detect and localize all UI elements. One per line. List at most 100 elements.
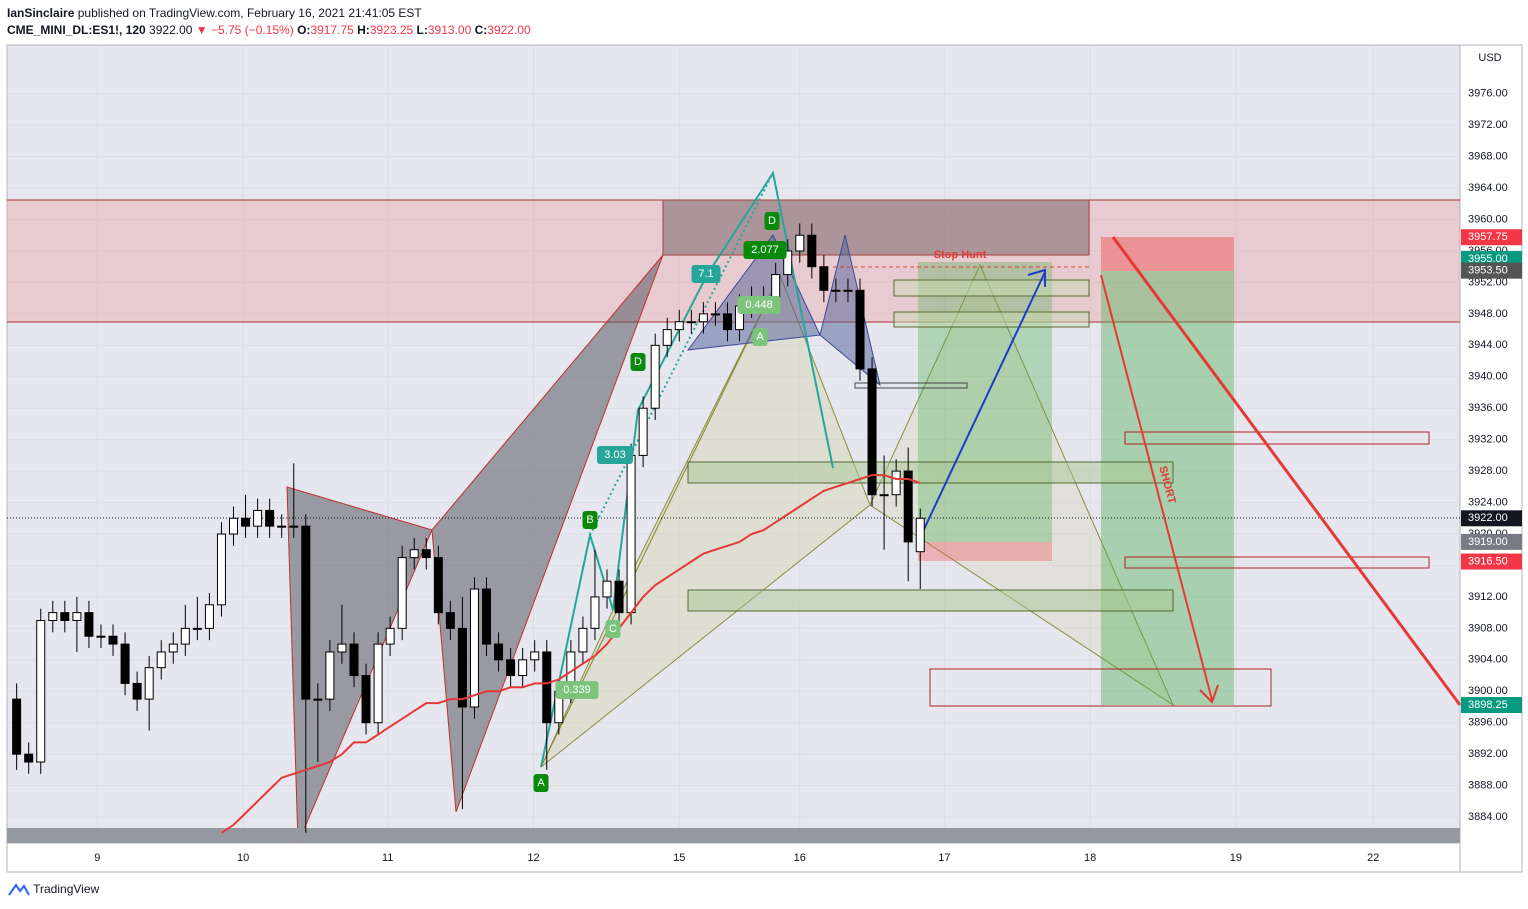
candle-body	[903, 470, 913, 543]
candle-body	[277, 525, 287, 528]
published: published on TradingView.com, February 1…	[77, 6, 422, 20]
footer: TradingView	[8, 882, 99, 897]
arrow-head	[1199, 684, 1219, 704]
candle-body	[24, 753, 34, 763]
price-label: 3916.50	[1468, 555, 1508, 567]
brand[interactable]: TradingView	[33, 882, 100, 896]
candle-body	[156, 651, 166, 669]
y-tick-label: 3940.00	[1468, 371, 1508, 383]
candle-body	[385, 627, 395, 645]
pattern-label-box	[597, 446, 633, 464]
candle-body	[686, 321, 696, 324]
candle-body	[192, 627, 202, 630]
candle-body	[783, 250, 793, 276]
trend-line	[1111, 236, 1462, 706]
o-label: O:	[297, 23, 311, 37]
pattern-label: 0.448	[745, 299, 773, 311]
candle-body	[132, 682, 142, 700]
candle-body	[325, 651, 335, 700]
zone-box	[1124, 431, 1430, 445]
pattern-label-box	[752, 328, 768, 346]
x-tick-label: 11	[382, 852, 393, 864]
candle-body	[843, 289, 853, 292]
pattern-label-box	[764, 212, 780, 230]
last: 3922.00	[149, 23, 193, 37]
y-tick-label: 3908.00	[1468, 622, 1508, 634]
pattern-label-box	[743, 241, 787, 259]
candle-body	[397, 557, 407, 629]
candle-body	[337, 643, 347, 653]
price-label: 3919.00	[1468, 536, 1508, 548]
y-tick-label: 3924.00	[1468, 496, 1508, 508]
candle-body	[602, 580, 612, 598]
y-tick-label: 3948.00	[1468, 308, 1508, 320]
pattern-triangle	[540, 273, 871, 768]
candle-body	[819, 266, 829, 291]
author[interactable]: IanSinclaire	[7, 6, 75, 20]
pattern-label: D	[634, 356, 642, 368]
y-tick-label: 3928.00	[1468, 465, 1508, 477]
candle-body	[349, 643, 359, 677]
price-label-box	[1461, 229, 1522, 246]
candle-body	[855, 289, 865, 370]
candle-body	[445, 612, 455, 629]
pattern-label-box	[737, 296, 781, 314]
y-tick-label: 3900.00	[1468, 685, 1508, 697]
change: ▼ −5.75 (−0.15%)	[195, 23, 294, 37]
candle-body	[771, 274, 781, 299]
zone-box	[1124, 556, 1430, 569]
candle-body	[638, 407, 648, 456]
candle-body	[409, 549, 419, 559]
y-tick-label: 3976.00	[1468, 88, 1508, 100]
price-label: 3922.00	[1468, 512, 1508, 524]
zone-box	[893, 279, 1090, 297]
zone-box	[687, 461, 1174, 484]
price-label: 3955.00	[1468, 253, 1508, 265]
candle-body	[60, 612, 70, 622]
h-label: H:	[357, 23, 370, 37]
x-tick-label: 18	[1084, 852, 1096, 864]
candle-body	[421, 549, 431, 559]
price-label: 3957.75	[1468, 231, 1508, 243]
harmonic-pattern	[686, 234, 881, 387]
candle-body	[530, 651, 540, 661]
candle-body	[72, 612, 82, 622]
x-tick-label: 9	[94, 852, 100, 864]
candle-body	[879, 494, 889, 497]
short-stop	[1101, 237, 1234, 271]
ohlc-line: CME_MINI_DL:ES1!, 120 3922.00 ▼ −5.75 (−…	[7, 22, 531, 39]
candle-body	[482, 588, 492, 645]
candle-body	[253, 509, 263, 527]
y-tick-label: 3884.00	[1468, 811, 1508, 823]
candle-body	[807, 234, 817, 268]
pattern-label-box	[605, 620, 621, 638]
candle-body	[506, 659, 516, 677]
price-label: 3953.50	[1468, 265, 1508, 277]
moving-average	[220, 474, 921, 834]
y-tick-label: 3896.00	[1468, 717, 1508, 729]
zone-box	[854, 382, 968, 389]
x-tick-label: 19	[1230, 852, 1242, 864]
x-tick-label: 12	[527, 852, 539, 864]
y-tick-label: 3904.00	[1468, 654, 1508, 666]
logo	[8, 883, 30, 896]
candle-body	[457, 627, 467, 708]
candle-body	[626, 454, 636, 614]
candle-body	[96, 635, 106, 638]
zone-box	[929, 668, 1272, 707]
y-tick-label: 3960.00	[1468, 213, 1508, 225]
price-label-box	[1461, 553, 1522, 570]
price-axis	[1459, 44, 1523, 873]
h: 3923.25	[369, 23, 414, 37]
y-tick-label: 3888.00	[1468, 780, 1508, 792]
candle-body	[518, 659, 528, 677]
long-stop	[918, 542, 1052, 561]
zone-box	[687, 589, 1174, 612]
y-tick-label: 3912.00	[1468, 591, 1508, 603]
currency: USD	[1478, 52, 1501, 64]
candle-body	[120, 643, 130, 684]
candle-body	[108, 635, 118, 645]
candle-body	[891, 470, 901, 496]
pattern-label: C	[609, 623, 617, 635]
